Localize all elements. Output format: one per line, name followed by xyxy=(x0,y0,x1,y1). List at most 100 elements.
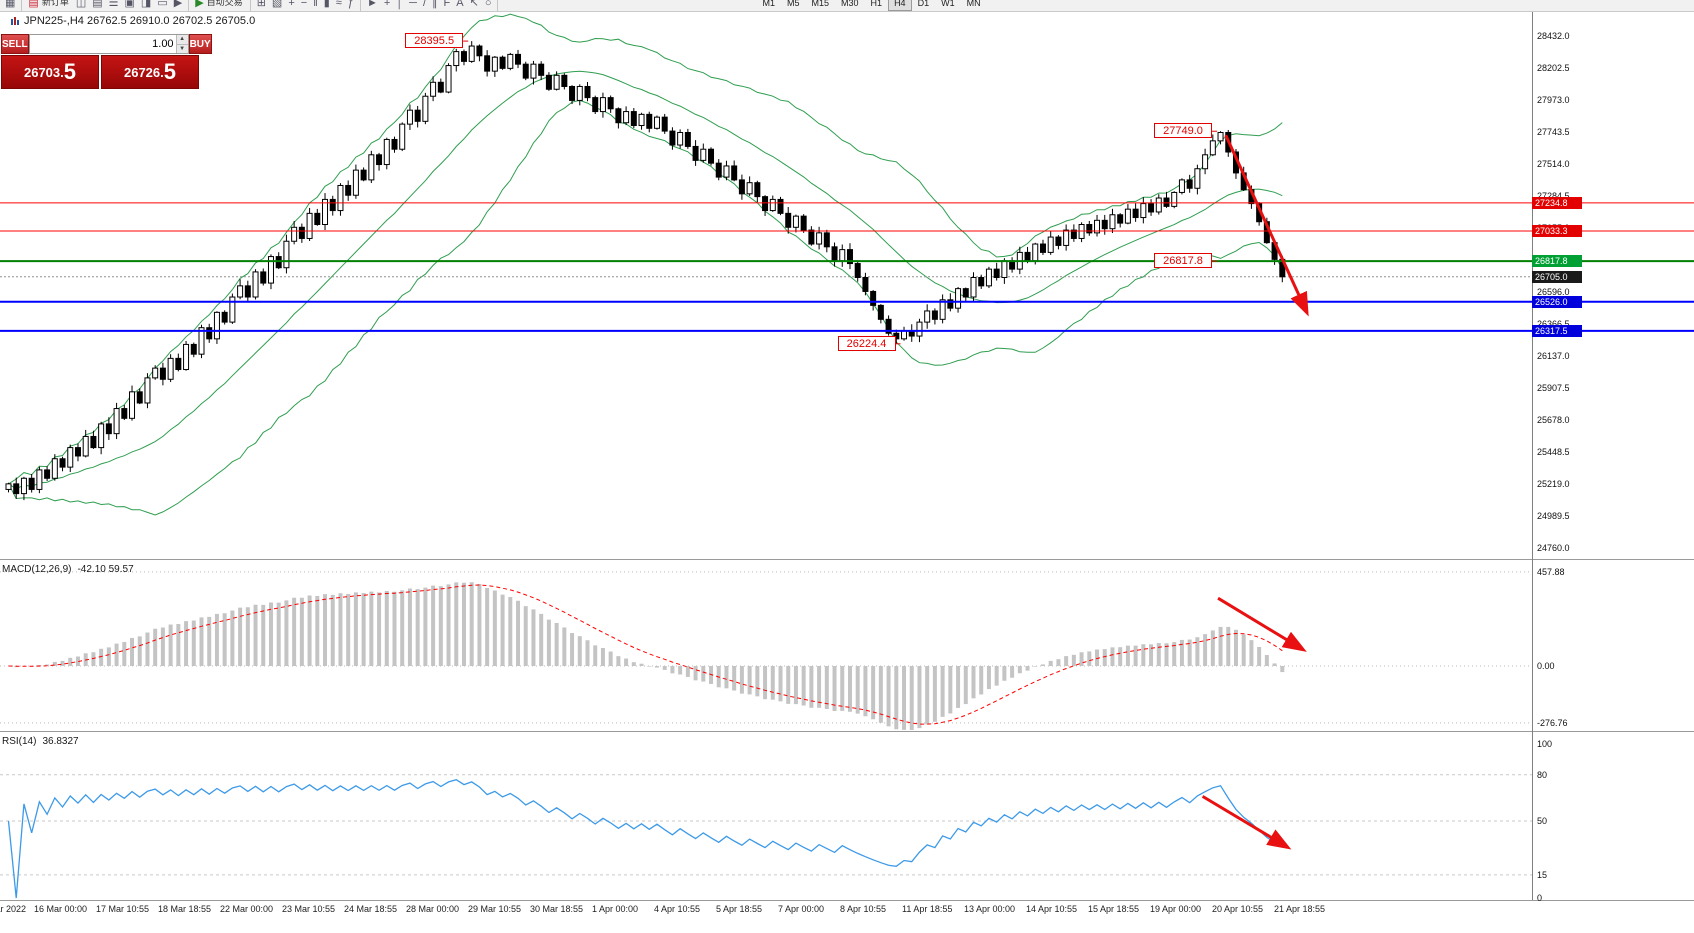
volume-down-button[interactable]: ▼ xyxy=(175,43,188,53)
navigator-icon[interactable]: ◨ xyxy=(140,0,152,9)
macd-histogram xyxy=(14,582,1285,730)
indicators-icon[interactable]: ƒ xyxy=(347,0,354,9)
volume-box[interactable]: ▲ ▼ xyxy=(28,34,189,54)
trendline-icon[interactable]: / xyxy=(422,0,427,9)
macd-title: MACD(12,26,9) xyxy=(2,564,72,575)
timeframe-w1[interactable]: W1 xyxy=(941,0,955,8)
bar-chart-icon[interactable]: ‖ xyxy=(313,0,318,9)
new-order-button[interactable]: 新订单 xyxy=(41,0,69,7)
macd-tick: 0.00 xyxy=(1537,661,1555,671)
trend-arrow-main[interactable] xyxy=(1224,134,1309,317)
top-toolbar: ▦ ▤ 新订单 ◫ ▤ ☰ ▣ ◨ ▭ ▶ ▶ 自动交易 ⊞ ▧ + − ‖ ▮ ≈ ƒ ► + │ ─ / ∥ F A ↖ ○ M1 M5 M… xyxy=(0,0,1694,12)
buy-price-display[interactable]: 26726. 5 xyxy=(101,55,199,89)
timeframe-m30[interactable]: M30 xyxy=(841,0,859,8)
crosshair-icon[interactable]: + xyxy=(383,0,391,9)
timeframe-mn[interactable]: MN xyxy=(966,0,981,8)
horizontal-line-icon[interactable]: ─ xyxy=(409,0,417,9)
macd-signal-line xyxy=(8,584,1283,725)
rsi-tick: 50 xyxy=(1537,816,1548,826)
timeframe-d1[interactable]: D1 xyxy=(917,0,930,8)
text-icon[interactable]: A xyxy=(456,0,464,9)
bollinger-bands[interactable] xyxy=(8,13,1283,516)
chart-ohlc-header: JPN225-,H4 26762.5 26910.0 26702.5 26705… xyxy=(10,15,255,27)
profiles-icon[interactable]: ▤ xyxy=(92,0,103,9)
data-window-icon[interactable]: ▣ xyxy=(124,0,135,9)
macd-tick: -276.76 xyxy=(1537,717,1568,728)
chart-window[interactable]: JPN225-,H4 26762.5 26910.0 26702.5 26705… xyxy=(0,12,1694,933)
date-label: 7 Apr 00:00 xyxy=(778,904,825,914)
volume-up-button[interactable]: ▲ xyxy=(175,35,188,44)
price-axis-border xyxy=(1532,12,1533,900)
panel-separator[interactable] xyxy=(0,731,1694,732)
channel-icon[interactable]: ∥ xyxy=(432,0,438,9)
candlesticks xyxy=(5,41,1286,501)
date-label: 14 Apr 10:55 xyxy=(1026,904,1078,914)
sell-price-display[interactable]: 26703. 5 xyxy=(1,55,99,89)
price-tick: 27973.0 xyxy=(1537,95,1570,105)
rsi-title: RSI(14) xyxy=(2,736,37,747)
fibonacci-icon[interactable]: F xyxy=(443,0,451,9)
price-tick: 26596.0 xyxy=(1537,287,1570,297)
price-axis[interactable] xyxy=(1532,12,1694,900)
window-icon[interactable]: ◫ xyxy=(75,0,87,9)
price-tag-26317.5: 26317.5 xyxy=(1532,324,1582,337)
date-label: 29 Mar 10:55 xyxy=(468,904,522,914)
date-label: 8 Apr 10:55 xyxy=(840,904,887,914)
rsi-label: RSI(14) 36.8327 xyxy=(2,736,79,747)
price-tag-27234.8: 27234.8 xyxy=(1532,196,1582,209)
new-order-icon[interactable]: ▤ xyxy=(28,0,39,9)
buy-button[interactable]: BUY xyxy=(188,34,212,54)
candlestick-icon[interactable]: ▮ xyxy=(323,0,330,9)
price-tick: 25448.5 xyxy=(1537,447,1570,457)
annotation-27749.0[interactable]: 27749.0 xyxy=(1154,123,1213,139)
auto-trading-icon[interactable]: ▶ xyxy=(195,0,204,9)
shapes-icon[interactable]: ○ xyxy=(484,0,492,9)
annotation-26817.8[interactable]: 26817.8 xyxy=(1154,253,1213,269)
auto-trading-button[interactable]: 自动交易 xyxy=(206,0,243,7)
price-tick: 28432.0 xyxy=(1537,31,1570,41)
timeframe-h4[interactable]: H4 xyxy=(888,0,912,11)
zoom-in-icon[interactable]: + xyxy=(288,0,295,9)
timeframe-h1[interactable]: H1 xyxy=(870,0,883,8)
terminal-icon[interactable]: ▭ xyxy=(157,0,168,9)
price-tick: 27743.5 xyxy=(1537,127,1570,137)
buy-price-small: 26726. xyxy=(123,64,164,80)
date-label: 16 Mar 00:00 xyxy=(34,904,88,914)
template-icon[interactable]: ▧ xyxy=(271,0,283,9)
market-watch-icon[interactable]: ☰ xyxy=(108,0,119,9)
timeframe-m1[interactable]: M1 xyxy=(762,0,775,8)
annotation-26224.4[interactable]: 26224.4 xyxy=(837,335,896,351)
toolbar-separator xyxy=(21,0,23,11)
chart-canvas[interactable] xyxy=(0,12,1694,933)
one-click-trading-widget[interactable]: SELL ▲ ▼ BUY 26703. 5 26726. 5 xyxy=(1,34,212,89)
zoom-out-icon[interactable]: − xyxy=(300,0,308,9)
chart-header-text: JPN225-,H4 26762.5 26910.0 26702.5 26705… xyxy=(24,15,256,27)
time-axis[interactable]: Mar 2022 16 Mar 00:00 17 Mar 10:55 18 Mar 1… xyxy=(0,900,1694,922)
chart-symbol-icon xyxy=(11,17,19,25)
date-label: 18 Mar 18:55 xyxy=(158,904,212,914)
date-label: 23 Mar 10:55 xyxy=(282,904,336,914)
timeframe-m5[interactable]: M5 xyxy=(787,0,800,8)
sell-button[interactable]: SELL xyxy=(1,34,29,54)
strategy-tester-icon[interactable]: ▶ xyxy=(173,0,183,9)
panel-separator[interactable] xyxy=(0,559,1694,560)
price-tick: 25907.5 xyxy=(1537,383,1570,393)
vertical-line-icon[interactable]: │ xyxy=(396,0,404,9)
volume-input[interactable] xyxy=(29,35,176,53)
trend-arrow-macd[interactable] xyxy=(1217,596,1307,652)
price-tick: 25219.0 xyxy=(1537,479,1570,489)
new-chart-icon[interactable]: ⊞ xyxy=(256,0,266,9)
arrow-icon[interactable]: ↖ xyxy=(469,0,479,9)
timeframe-m15[interactable]: M15 xyxy=(811,0,830,8)
cursor-icon[interactable]: ► xyxy=(366,0,378,9)
date-label: 22 Mar 00:00 xyxy=(220,904,274,914)
price-tick: 26366.5 xyxy=(1537,319,1570,329)
time-axis-separator xyxy=(0,900,1694,901)
trend-arrow-rsi[interactable] xyxy=(1201,795,1292,850)
sell-price-big: 5 xyxy=(63,59,76,84)
annotation-28395.5[interactable]: 28395.5 xyxy=(405,33,464,49)
grid-icon[interactable]: ▦ xyxy=(5,0,16,9)
line-chart-icon[interactable]: ≈ xyxy=(335,0,342,9)
date-label: 20 Apr 10:55 xyxy=(1212,904,1264,914)
horizontal-lines[interactable] xyxy=(0,202,1694,332)
